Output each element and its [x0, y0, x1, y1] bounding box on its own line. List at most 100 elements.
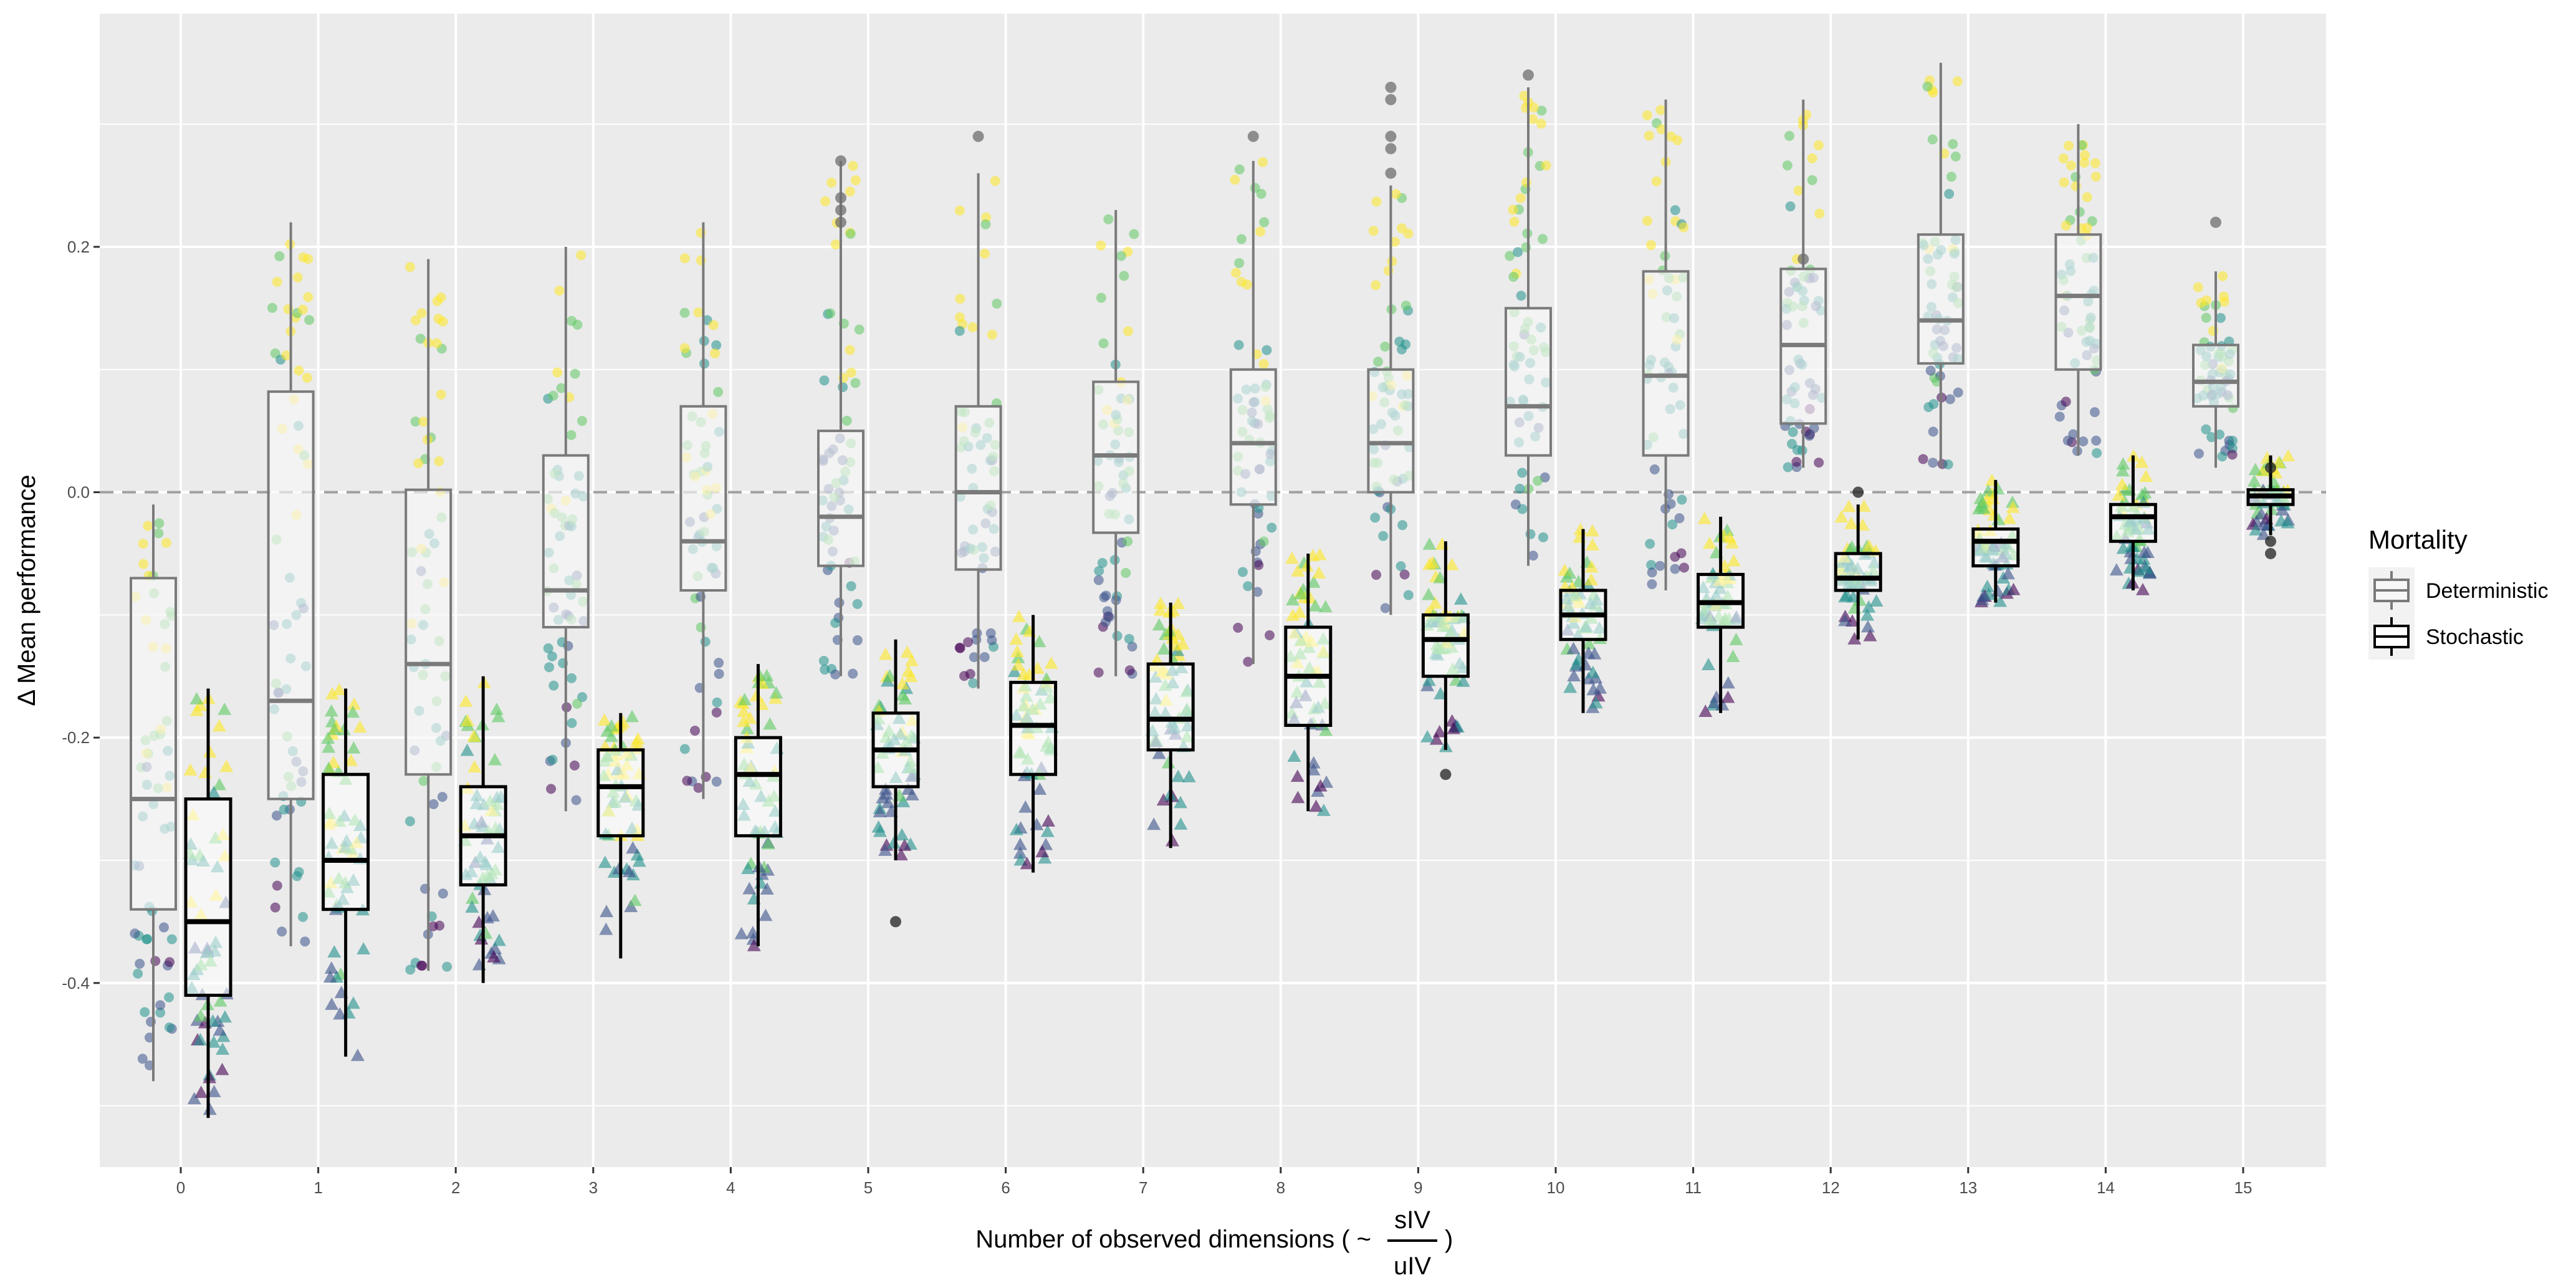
data-point-stochastic [769, 686, 783, 699]
data-point-deterministic [554, 286, 565, 296]
data-point-stochastic [905, 788, 919, 800]
data-point-deterministic [1096, 240, 1106, 251]
data-point-stochastic [1041, 814, 1055, 827]
data-point-deterministic [1505, 251, 1515, 261]
data-point-stochastic [321, 731, 335, 744]
data-point-stochastic [216, 1029, 231, 1042]
data-point-stochastic [742, 882, 757, 895]
data-point-deterministic [679, 343, 690, 353]
box-iqr [1009, 681, 1058, 776]
data-point-deterministic [436, 389, 446, 400]
data-point-stochastic [1976, 501, 1991, 514]
box-stochastic-11 [1697, 516, 1745, 713]
data-point-stochastic [491, 709, 505, 723]
data-point-stochastic [1171, 597, 1185, 610]
outlier-point [1440, 769, 1452, 781]
data-point-stochastic [878, 843, 893, 856]
data-point-stochastic [1702, 536, 1717, 549]
box-iqr [679, 405, 727, 592]
data-point-deterministic [1791, 456, 1802, 467]
data-point-stochastic [1582, 637, 1596, 650]
data-point-deterministic [1230, 267, 1241, 278]
data-point-stochastic [878, 647, 893, 660]
data-point-stochastic [2132, 564, 2147, 577]
data-point-deterministic [141, 934, 152, 944]
data-point-stochastic [734, 926, 749, 940]
data-point-stochastic [350, 1049, 365, 1061]
data-point-deterministic [1234, 257, 1245, 268]
data-point-deterministic [1538, 234, 1548, 244]
data-point-deterministic [1932, 377, 1942, 387]
data-point-deterministic [418, 416, 429, 427]
box-stochastic-13 [1971, 479, 2020, 603]
data-point-deterministic [713, 387, 724, 397]
data-point-deterministic [1521, 177, 1531, 188]
data-point-deterministic [1656, 124, 1667, 135]
data-point-stochastic [213, 777, 227, 791]
data-point-deterministic [848, 161, 858, 171]
data-point-deterministic [825, 308, 836, 319]
data-point-deterministic [418, 776, 429, 786]
box-iqr [2054, 233, 2102, 371]
data-point-deterministic [161, 537, 171, 548]
data-point-deterministic [682, 776, 692, 786]
data-point-deterministic [1646, 240, 1657, 251]
data-point-deterministic [1647, 579, 1657, 589]
data-point-stochastic [461, 714, 475, 726]
data-point-stochastic [1453, 592, 1468, 605]
x-axis-title-prefix: Number of observed dimensions ( ~ [975, 1226, 1371, 1253]
data-point-deterministic [1948, 138, 1958, 149]
data-point-deterministic [714, 658, 724, 668]
data-point-deterministic [2218, 291, 2229, 302]
data-point-stochastic [628, 893, 642, 906]
data-point-deterministic [2214, 429, 2225, 440]
data-point-deterministic [979, 651, 990, 662]
data-point-deterministic [1237, 567, 1248, 577]
data-point-deterministic [1389, 236, 1400, 247]
box-stochastic-0 [184, 688, 232, 1118]
x-tick-label: 7 [1139, 1178, 1147, 1197]
data-point-deterministic [1380, 603, 1391, 613]
y-axis-title: Δ Mean performance [13, 474, 41, 706]
data-point-deterministic [1814, 208, 1825, 219]
data-point-stochastic [347, 697, 362, 710]
data-point-deterministic [2092, 448, 2102, 458]
data-point-deterministic [2074, 206, 2085, 217]
box-deterministic-15 [2192, 271, 2239, 468]
data-point-stochastic [1729, 633, 1743, 645]
data-point-stochastic [194, 1085, 208, 1098]
data-point-deterministic [1124, 665, 1135, 676]
data-point-deterministic [1258, 536, 1269, 547]
data-point-stochastic [1584, 573, 1599, 585]
data-point-deterministic [1097, 557, 1108, 568]
data-point-deterministic [1236, 277, 1247, 287]
data-point-deterministic [830, 239, 841, 250]
data-point-deterministic [437, 792, 448, 802]
data-point-stochastic [488, 752, 502, 766]
box-stochastic-1 [322, 688, 370, 1057]
data-point-deterministic [1943, 459, 1953, 470]
data-point-deterministic [714, 668, 724, 679]
box-stochastic-5 [871, 639, 920, 860]
data-point-deterministic [963, 637, 974, 648]
data-point-stochastic [322, 740, 336, 753]
data-point-deterministic [711, 776, 722, 787]
data-point-stochastic [1309, 799, 1323, 812]
data-point-stochastic [215, 1062, 229, 1075]
data-point-stochastic [2002, 511, 2016, 524]
data-point-deterministic [1667, 519, 1678, 530]
data-point-deterministic [150, 956, 161, 966]
data-point-stochastic [492, 933, 506, 946]
data-point-deterministic [1813, 140, 1824, 151]
data-point-deterministic [1950, 151, 1961, 161]
data-point-stochastic [1834, 510, 1849, 523]
data-point-stochastic [1017, 667, 1031, 680]
box-iqr [1146, 662, 1195, 752]
data-point-deterministic [1236, 234, 1247, 244]
data-point-deterministic [1944, 189, 1955, 199]
outlier-point [2210, 216, 2221, 228]
data-point-deterministic [164, 992, 175, 1002]
box-iqr [322, 772, 370, 911]
data-point-deterministic [1255, 226, 1266, 237]
data-point-stochastic [346, 996, 360, 1009]
